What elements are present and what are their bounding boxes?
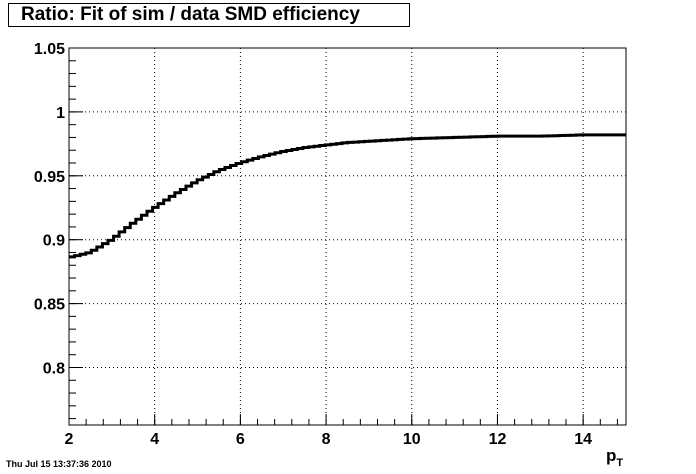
- timestamp: Thu Jul 15 13:37:36 2010: [6, 459, 112, 469]
- x-axis-label: pT: [606, 446, 623, 469]
- x-tick-label: 6: [236, 431, 245, 448]
- series-line: [69, 133, 626, 259]
- x-tick-label: 8: [322, 431, 331, 448]
- y-tick-label: 1: [56, 105, 65, 122]
- y-tick-label: 0.85: [34, 297, 65, 314]
- y-tick-label: 0.8: [43, 360, 65, 377]
- series-layer: [69, 133, 626, 259]
- x-tick-label: 4: [150, 431, 159, 448]
- x-tick-label: 12: [489, 431, 507, 448]
- axis-ticks: [68, 47, 618, 425]
- y-tick-label: 1.05: [34, 41, 65, 58]
- y-tick-label: 0.9: [43, 233, 65, 250]
- y-tick-label: 0.95: [34, 169, 65, 186]
- plot-frame: [68, 47, 627, 426]
- x-tick-label: 14: [574, 431, 592, 448]
- x-axis-label-sub: T: [616, 457, 624, 469]
- tick-labels: 2 4 6 8 10 12 14 0.8 0.85 0.9 0.95 1 1.05: [34, 41, 592, 448]
- chart-title: Ratio: Fit of sim / data SMD efficiency: [8, 3, 410, 27]
- x-tick-label: 10: [403, 431, 421, 448]
- x-tick-label: 2: [65, 431, 74, 448]
- x-axis-label-main: p: [606, 446, 617, 465]
- grid-lines: [69, 48, 626, 425]
